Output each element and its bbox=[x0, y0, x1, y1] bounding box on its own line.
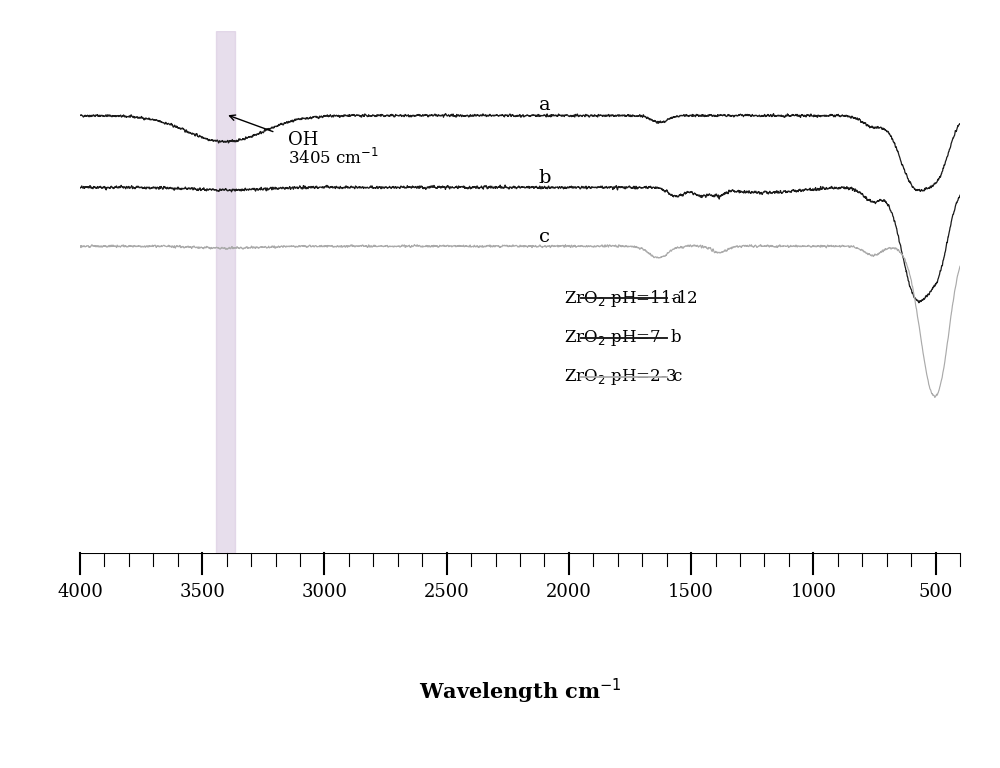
Text: b: b bbox=[671, 329, 681, 346]
Text: a: a bbox=[671, 290, 681, 307]
Text: c: c bbox=[539, 228, 550, 247]
Text: 1000: 1000 bbox=[790, 583, 836, 601]
Text: 3500: 3500 bbox=[179, 583, 225, 601]
Text: 1500: 1500 bbox=[668, 583, 714, 601]
Text: 3405 cm$^{-1}$: 3405 cm$^{-1}$ bbox=[288, 148, 379, 168]
Text: ZrO$_2$ pH=7: ZrO$_2$ pH=7 bbox=[564, 327, 661, 348]
Bar bbox=[216, 31, 235, 553]
Text: a: a bbox=[539, 96, 550, 114]
Text: Wavelength cm$^{-1}$: Wavelength cm$^{-1}$ bbox=[419, 677, 621, 706]
Text: 4000: 4000 bbox=[57, 583, 103, 601]
Text: 2000: 2000 bbox=[546, 583, 592, 601]
Text: 500: 500 bbox=[918, 583, 953, 601]
Text: ZrO$_2$ pH=2-3: ZrO$_2$ pH=2-3 bbox=[564, 366, 677, 387]
Text: c: c bbox=[672, 368, 681, 386]
Text: OH: OH bbox=[288, 131, 318, 149]
Text: 2500: 2500 bbox=[424, 583, 470, 601]
Text: b: b bbox=[538, 170, 551, 187]
Text: ZrO$_2$ pH=11-12: ZrO$_2$ pH=11-12 bbox=[564, 288, 698, 309]
Text: 3000: 3000 bbox=[301, 583, 347, 601]
